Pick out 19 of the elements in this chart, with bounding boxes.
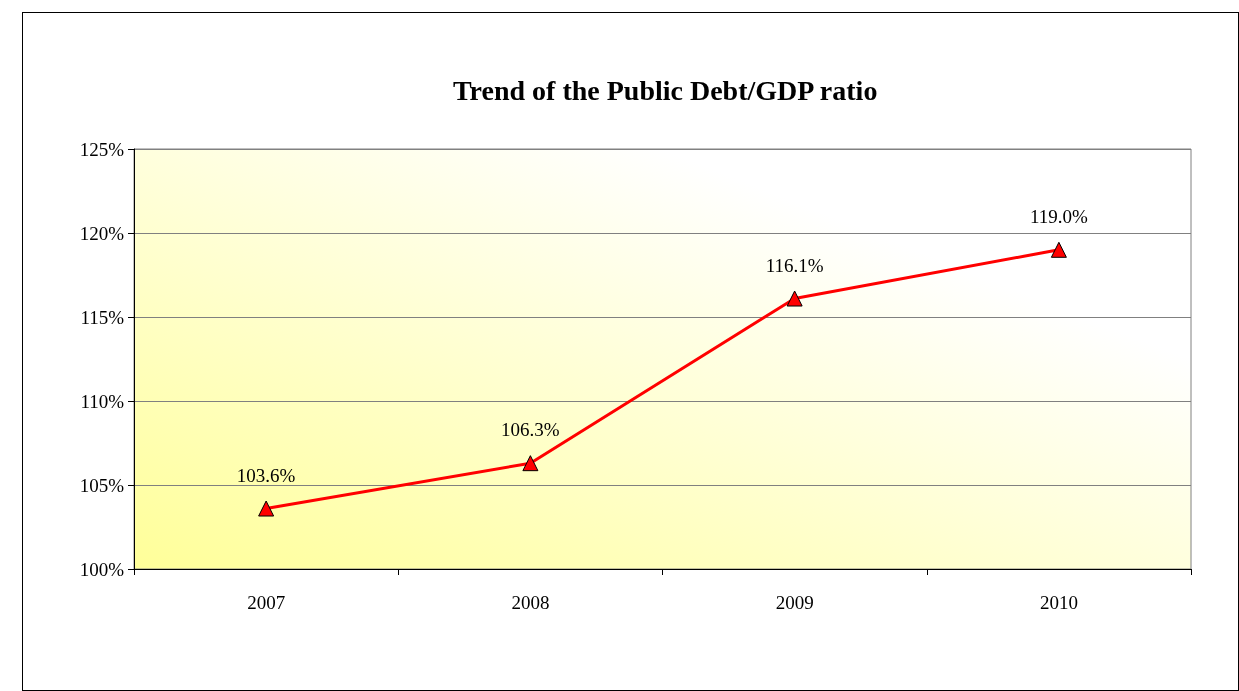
x-tick-label: 2008: [511, 592, 550, 613]
x-tick-label: 2010: [1039, 592, 1078, 613]
data-label: 116.1%: [765, 254, 824, 276]
point: [1050, 241, 1067, 258]
chart-title: Trend of the Public Debt/GDP ratio: [453, 74, 878, 106]
point: [522, 455, 539, 472]
y-tick-label: 120%: [79, 222, 125, 244]
data-label: 106.3%: [501, 419, 560, 441]
y-tick-label: 100%: [79, 558, 125, 580]
x-tick-label: 2009: [775, 592, 814, 613]
data-label: 119.0%: [1029, 205, 1088, 227]
y-tick-label: 110%: [80, 390, 125, 412]
point: [786, 290, 803, 307]
x-tick-label: 2007: [247, 592, 286, 613]
y-tick-label: 115%: [80, 306, 125, 328]
point: [258, 500, 275, 517]
data-label: 103.6%: [236, 464, 296, 486]
y-tick-label: 105%: [79, 474, 125, 496]
y-tick-label: 125%: [79, 138, 125, 160]
